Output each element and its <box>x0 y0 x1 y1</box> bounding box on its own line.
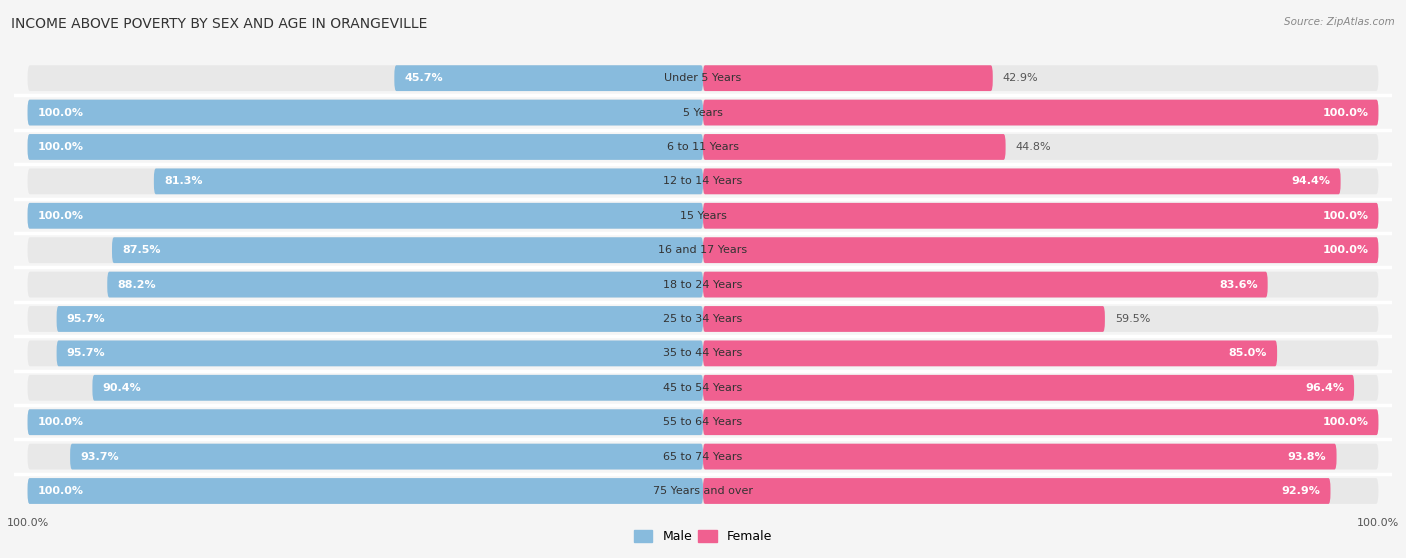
Text: 95.7%: 95.7% <box>66 314 105 324</box>
Text: INCOME ABOVE POVERTY BY SEX AND AGE IN ORANGEVILLE: INCOME ABOVE POVERTY BY SEX AND AGE IN O… <box>11 17 427 31</box>
FancyBboxPatch shape <box>28 100 1378 126</box>
FancyBboxPatch shape <box>107 272 703 297</box>
Text: 96.4%: 96.4% <box>1305 383 1344 393</box>
FancyBboxPatch shape <box>28 306 1378 332</box>
FancyBboxPatch shape <box>112 237 703 263</box>
FancyBboxPatch shape <box>703 478 1330 504</box>
Text: 16 and 17 Years: 16 and 17 Years <box>658 245 748 255</box>
Text: 94.4%: 94.4% <box>1292 176 1330 186</box>
Text: Source: ZipAtlas.com: Source: ZipAtlas.com <box>1284 17 1395 27</box>
FancyBboxPatch shape <box>28 409 703 435</box>
Text: 5 Years: 5 Years <box>683 108 723 118</box>
FancyBboxPatch shape <box>56 306 703 332</box>
FancyBboxPatch shape <box>28 203 703 229</box>
Text: 12 to 14 Years: 12 to 14 Years <box>664 176 742 186</box>
FancyBboxPatch shape <box>703 272 1268 297</box>
FancyBboxPatch shape <box>703 340 1277 366</box>
Text: 100.0%: 100.0% <box>38 211 84 221</box>
Text: 100.0%: 100.0% <box>38 486 84 496</box>
Text: 83.6%: 83.6% <box>1219 280 1257 290</box>
Text: 93.8%: 93.8% <box>1288 451 1326 461</box>
Text: 15 Years: 15 Years <box>679 211 727 221</box>
FancyBboxPatch shape <box>703 203 1378 229</box>
Text: 100.0%: 100.0% <box>1322 108 1368 118</box>
Text: Under 5 Years: Under 5 Years <box>665 73 741 83</box>
FancyBboxPatch shape <box>28 340 1378 366</box>
FancyBboxPatch shape <box>70 444 703 469</box>
FancyBboxPatch shape <box>703 134 1005 160</box>
Text: 81.3%: 81.3% <box>165 176 202 186</box>
Text: 18 to 24 Years: 18 to 24 Years <box>664 280 742 290</box>
Text: 65 to 74 Years: 65 to 74 Years <box>664 451 742 461</box>
Text: 90.4%: 90.4% <box>103 383 141 393</box>
Text: 88.2%: 88.2% <box>117 280 156 290</box>
FancyBboxPatch shape <box>28 134 1378 160</box>
FancyBboxPatch shape <box>28 478 1378 504</box>
FancyBboxPatch shape <box>28 169 1378 194</box>
FancyBboxPatch shape <box>28 134 703 160</box>
Text: 75 Years and over: 75 Years and over <box>652 486 754 496</box>
Text: 100.0%: 100.0% <box>1322 245 1368 255</box>
Text: 100.0%: 100.0% <box>38 417 84 427</box>
FancyBboxPatch shape <box>703 409 1378 435</box>
FancyBboxPatch shape <box>28 375 1378 401</box>
Text: 42.9%: 42.9% <box>1002 73 1039 83</box>
Text: 25 to 34 Years: 25 to 34 Years <box>664 314 742 324</box>
Text: 100.0%: 100.0% <box>1322 417 1368 427</box>
FancyBboxPatch shape <box>703 375 1354 401</box>
FancyBboxPatch shape <box>394 65 703 91</box>
FancyBboxPatch shape <box>56 340 703 366</box>
Text: 87.5%: 87.5% <box>122 245 160 255</box>
Text: 93.7%: 93.7% <box>80 451 120 461</box>
Text: 45 to 54 Years: 45 to 54 Years <box>664 383 742 393</box>
FancyBboxPatch shape <box>28 272 1378 297</box>
FancyBboxPatch shape <box>93 375 703 401</box>
Text: 35 to 44 Years: 35 to 44 Years <box>664 348 742 358</box>
Legend: Male, Female: Male, Female <box>628 525 778 549</box>
FancyBboxPatch shape <box>28 203 1378 229</box>
FancyBboxPatch shape <box>703 100 1378 126</box>
FancyBboxPatch shape <box>703 444 1337 469</box>
FancyBboxPatch shape <box>153 169 703 194</box>
Text: 6 to 11 Years: 6 to 11 Years <box>666 142 740 152</box>
FancyBboxPatch shape <box>28 237 1378 263</box>
FancyBboxPatch shape <box>703 65 993 91</box>
FancyBboxPatch shape <box>28 100 703 126</box>
Text: 100.0%: 100.0% <box>38 142 84 152</box>
FancyBboxPatch shape <box>703 169 1340 194</box>
FancyBboxPatch shape <box>703 306 1105 332</box>
Text: 44.8%: 44.8% <box>1015 142 1052 152</box>
Text: 45.7%: 45.7% <box>405 73 443 83</box>
FancyBboxPatch shape <box>703 237 1378 263</box>
Text: 55 to 64 Years: 55 to 64 Years <box>664 417 742 427</box>
Text: 95.7%: 95.7% <box>66 348 105 358</box>
FancyBboxPatch shape <box>28 444 1378 469</box>
FancyBboxPatch shape <box>28 409 1378 435</box>
FancyBboxPatch shape <box>28 65 1378 91</box>
Text: 100.0%: 100.0% <box>38 108 84 118</box>
Text: 85.0%: 85.0% <box>1229 348 1267 358</box>
FancyBboxPatch shape <box>28 478 703 504</box>
Text: 59.5%: 59.5% <box>1115 314 1150 324</box>
Text: 100.0%: 100.0% <box>1322 211 1368 221</box>
Text: 92.9%: 92.9% <box>1281 486 1320 496</box>
